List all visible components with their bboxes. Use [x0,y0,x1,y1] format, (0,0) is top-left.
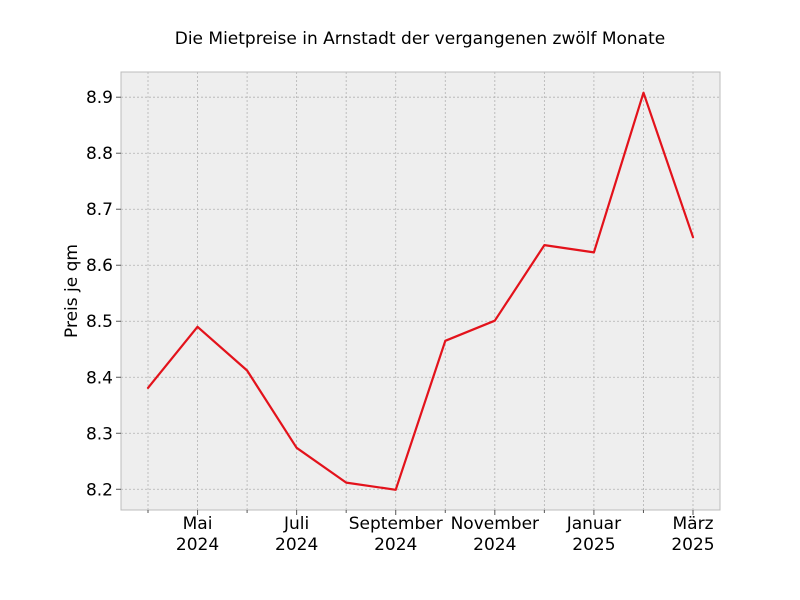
x-tick-label-month: September [349,514,443,534]
y-tick-label: 8.6 [86,256,113,276]
y-axis: 8.2 8.3 8.4 8.5 8.6 8.7 8.8 8.9 [86,88,121,500]
y-tick-label: 8.7 [86,200,113,220]
x-tick-label-year: 2025 [572,535,615,555]
y-tick-label: 8.9 [86,88,113,108]
x-tick-label-month: November [451,514,539,534]
x-tick-label-year: 2025 [671,535,714,555]
chart-title: Die Mietpreise in Arnstadt der vergangen… [175,29,666,49]
x-axis: Mai2024Juli2024September2024November2024… [147,510,715,555]
x-tick-label-month: Januar [566,514,621,534]
series-group [146,91,695,491]
plot-area [121,72,720,510]
x-tick-label-month: März [673,514,714,534]
x-tick-label-year: 2024 [473,535,516,555]
y-tick-label: 8.8 [86,144,113,164]
y-tick-label: 8.5 [86,312,113,332]
series-line [146,91,695,491]
y-tick-label: 8.2 [86,480,113,500]
y-tick-label: 8.3 [86,424,113,444]
x-tick-label-month: Mai [183,514,213,534]
grid [121,72,720,510]
y-tick-label: 8.4 [86,368,113,388]
y-axis-label: Preis je qm [62,244,82,338]
plot-frame [120,71,721,511]
x-tick-label-year: 2024 [374,535,417,555]
x-tick-label-year: 2024 [275,535,318,555]
x-tick-label-year: 2024 [176,535,219,555]
x-tick-label-month: Juli [283,514,309,534]
